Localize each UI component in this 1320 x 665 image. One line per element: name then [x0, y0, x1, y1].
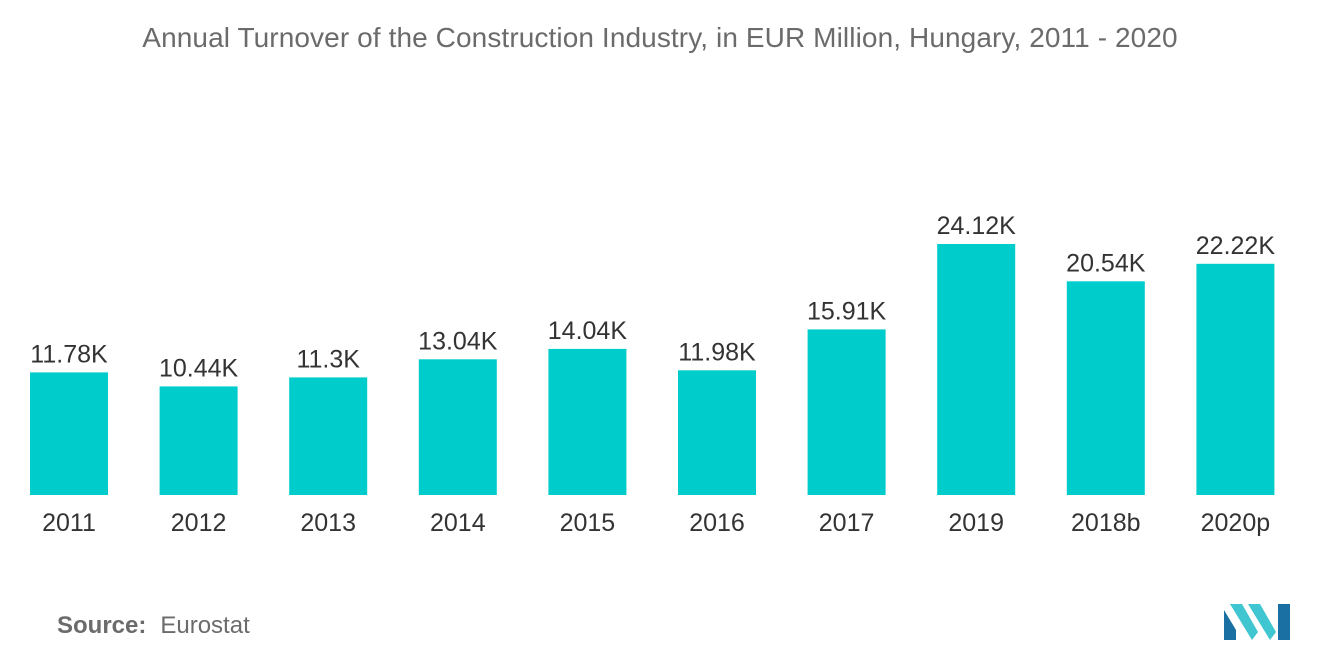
bar-2016 — [678, 370, 756, 495]
bar-2019 — [937, 244, 1016, 495]
bar-2020p — [1196, 263, 1275, 495]
x-tick-label-2018b: 2018b — [1071, 509, 1141, 537]
data-label-2017: 15.91K — [807, 297, 887, 325]
data-label-2015: 14.04K — [548, 317, 628, 345]
bar-2012 — [159, 386, 238, 495]
source-label: Source: — [57, 612, 147, 639]
data-label-2012: 10.44K — [159, 354, 239, 382]
data-label-2020p: 22.22K — [1196, 232, 1276, 260]
data-label-2013: 11.3K — [296, 345, 360, 373]
bar-2013 — [289, 377, 368, 495]
bar-2014 — [418, 359, 497, 495]
source-value: Eurostat — [160, 612, 250, 639]
x-tick-label-2015: 2015 — [560, 509, 616, 537]
data-label-2016: 11.98K — [678, 338, 756, 366]
data-label-2018b: 20.54K — [1066, 249, 1146, 277]
chart-title: Annual Turnover of the Construction Indu… — [142, 22, 1178, 53]
bar-2018b — [1066, 281, 1145, 495]
mordor-intelligence-logo-icon — [1224, 604, 1290, 640]
x-tick-label-2011: 2011 — [42, 509, 96, 537]
data-label-2019: 24.12K — [937, 212, 1017, 240]
bar-2017 — [807, 329, 886, 495]
x-tick-label-2017: 2017 — [819, 509, 875, 537]
source-note: Source: Eurostat — [57, 612, 250, 640]
x-tick-label-2019: 2019 — [948, 509, 1004, 537]
x-tick-label-2014: 2014 — [430, 509, 486, 537]
x-tick-label-2013: 2013 — [300, 509, 356, 537]
x-tick-label-2020p: 2020p — [1201, 509, 1271, 537]
bar-2015 — [548, 348, 627, 495]
x-tick-label-2012: 2012 — [171, 509, 227, 537]
bar-2011 — [30, 372, 108, 495]
data-label-2014: 13.04K — [418, 327, 498, 355]
x-tick-label-2016: 2016 — [689, 509, 745, 537]
data-label-2011: 11.78K — [30, 340, 108, 368]
